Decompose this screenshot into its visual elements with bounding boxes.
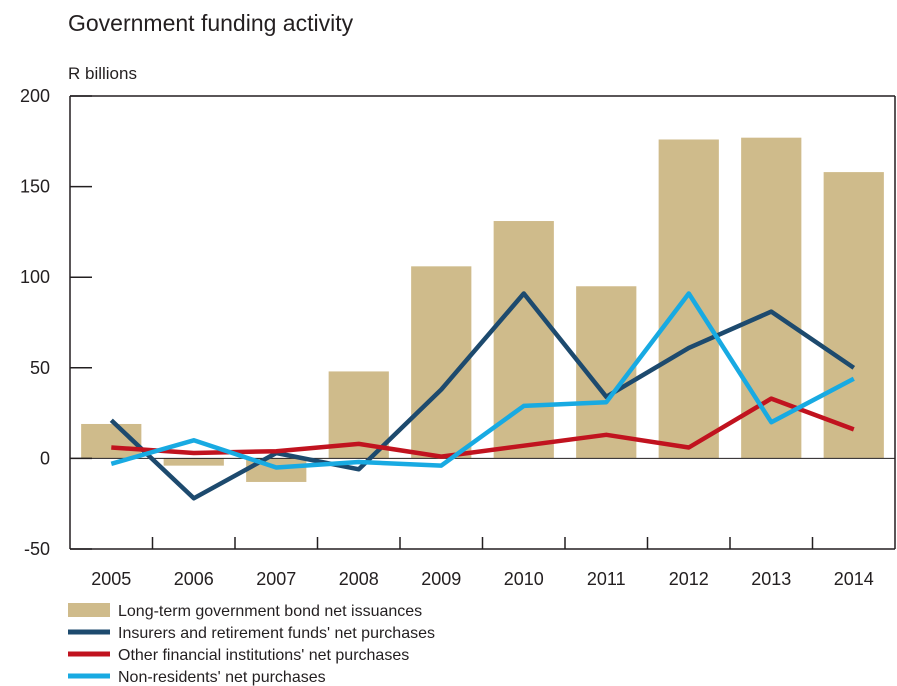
legend: Long-term government bond net issuances I…: [68, 603, 435, 686]
bar-2014: [823, 172, 884, 459]
legend-label: Insurers and retirement funds' net purch…: [118, 625, 435, 642]
x-tick-label: 2013: [751, 569, 791, 589]
line-series: [109, 291, 856, 501]
legend-swatch-line: [68, 673, 110, 679]
y-tick-label: 200: [20, 86, 50, 106]
x-tick-label: 2008: [339, 569, 379, 589]
series-line-3: [110, 291, 855, 470]
y-axis-ticks: -50 0 50 100 150 200: [20, 86, 92, 559]
chart-title: Government funding activity: [68, 10, 354, 36]
series-line-1: [109, 291, 856, 501]
y-tick-label: 150: [20, 177, 50, 197]
bar-2009: [411, 266, 472, 459]
x-tick-label: 2005: [91, 569, 131, 589]
legend-swatch-line: [68, 629, 110, 635]
legend-swatch-bar: [68, 603, 110, 617]
y-tick-label: 0: [40, 448, 50, 468]
x-tick-label: 2014: [834, 569, 874, 589]
legend-swatch-line: [68, 651, 110, 657]
x-tick-label: 2012: [669, 569, 709, 589]
legend-label: Other financial institutions' net purcha…: [118, 647, 409, 664]
bar-series: [81, 137, 884, 482]
legend-label: Long-term government bond net issuances: [118, 603, 422, 620]
bar-2012: [658, 139, 719, 459]
y-tick-label: 50: [30, 358, 50, 378]
bar-2006: [163, 458, 224, 466]
x-tick-label: 2010: [504, 569, 544, 589]
y-axis-unit-label: R billions: [68, 64, 137, 83]
x-tick-label: 2007: [256, 569, 296, 589]
y-tick-label: -50: [24, 539, 50, 559]
legend-label: Non-residents' net purchases: [118, 669, 326, 686]
y-tick-label: 100: [20, 267, 50, 287]
x-axis-ticks: 2005 2006 2007 2008 2009 2010 2011 2012 2013 2014: [91, 537, 874, 589]
x-tick-label: 2006: [174, 569, 214, 589]
x-tick-label: 2009: [421, 569, 461, 589]
x-tick-label: 2011: [587, 569, 626, 589]
